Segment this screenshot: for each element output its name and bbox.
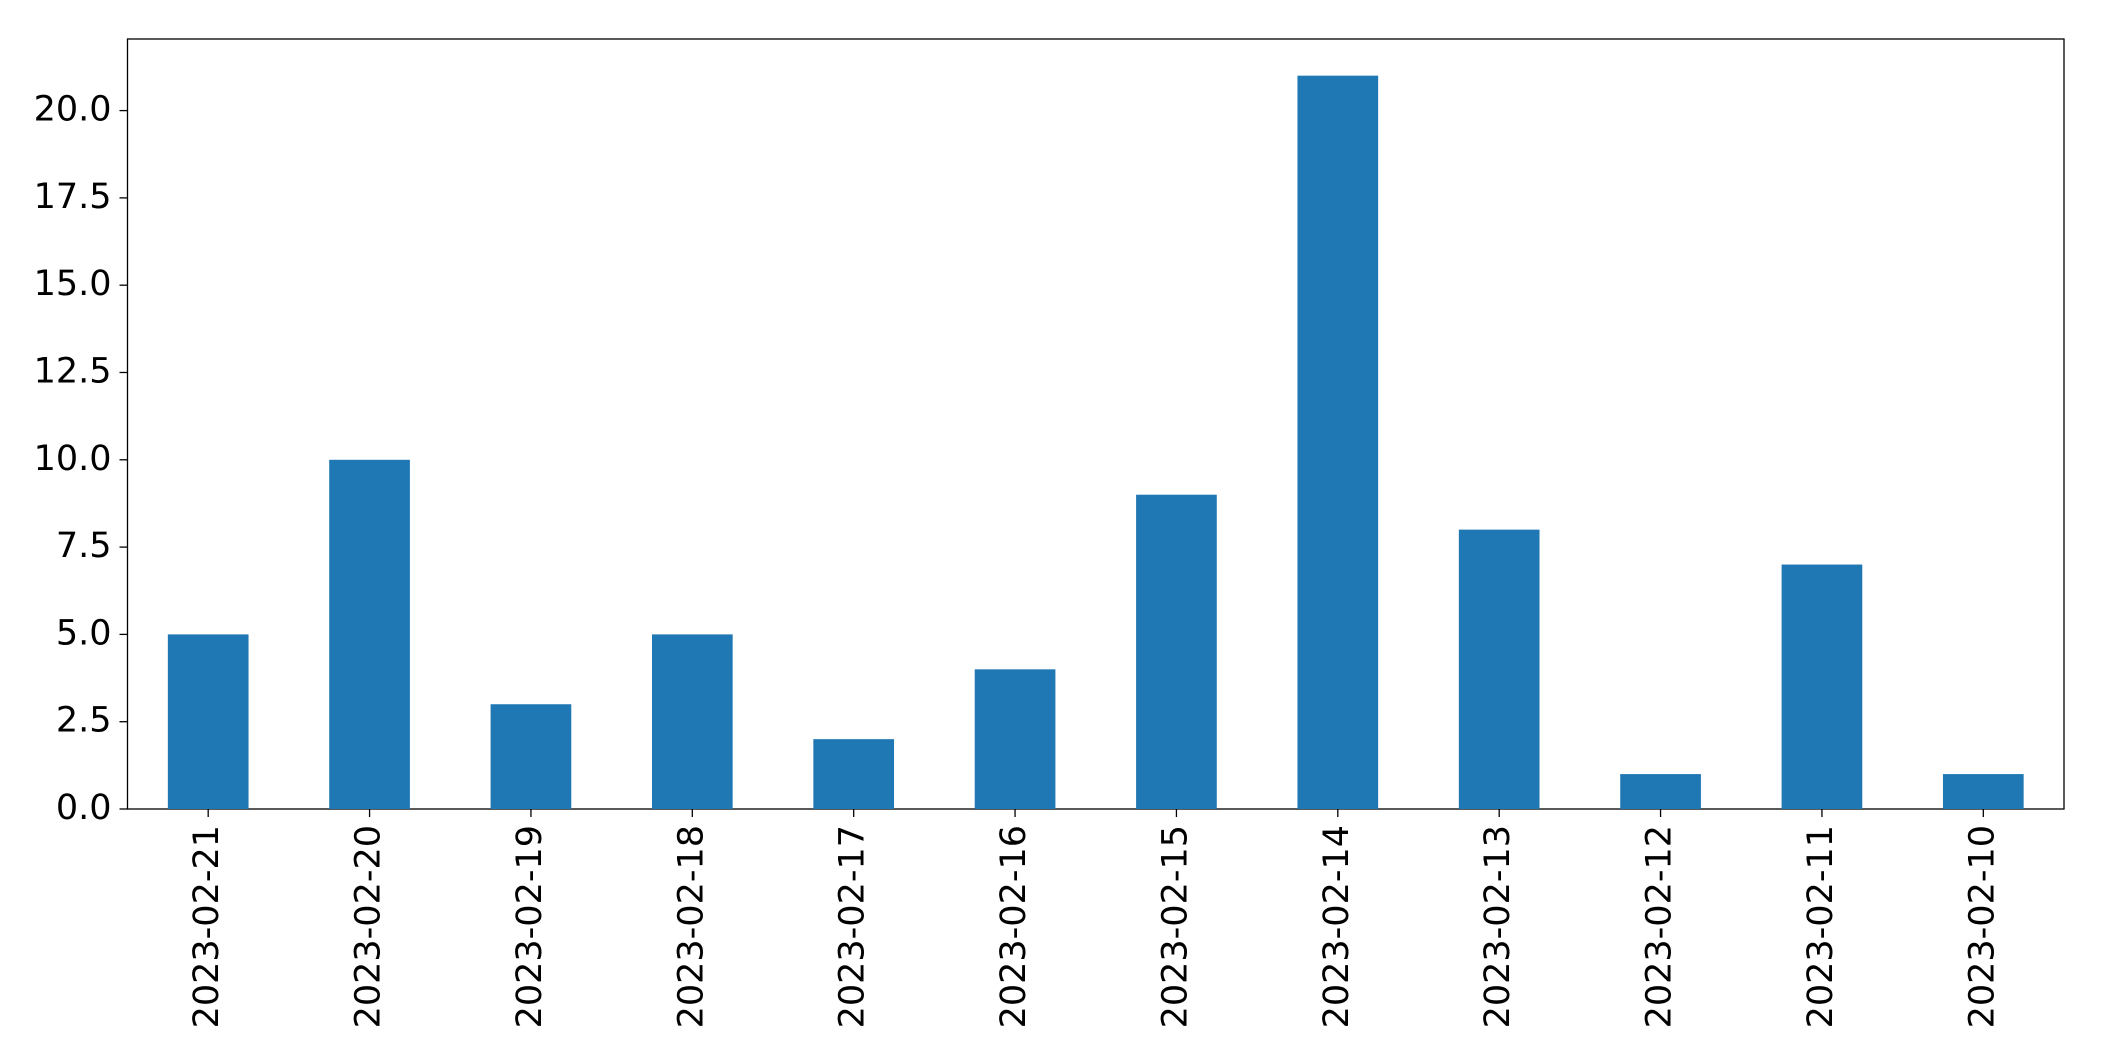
bar [1781, 564, 1863, 809]
bar [490, 704, 572, 809]
x-tick-label: 2023-02-18 [671, 825, 711, 1028]
y-tick-label: 10.0 [34, 439, 112, 479]
y-tick-label: 17.5 [34, 177, 112, 217]
bar [1942, 774, 2024, 809]
x-tick-label: 2023-02-20 [349, 825, 389, 1028]
x-tick-label: 2023-02-12 [1640, 825, 1680, 1028]
x-tick-label: 2023-02-21 [187, 825, 227, 1028]
y-tick-label: 20.0 [34, 90, 112, 130]
bar [329, 459, 410, 809]
x-tick-label: 2023-02-17 [833, 825, 873, 1028]
x-tick-label: 2023-02-14 [1317, 825, 1357, 1028]
x-tick-label: 2023-02-13 [1478, 825, 1518, 1028]
x-tick-label: 2023-02-15 [1155, 825, 1195, 1028]
y-tick-label: 7.5 [56, 526, 112, 566]
y-tick-label: 15.0 [34, 264, 112, 304]
bar [1136, 494, 1217, 809]
plot-frame [126, 38, 2065, 810]
bar [1297, 75, 1379, 809]
y-tick-label: 2.5 [56, 701, 112, 741]
x-tick-label: 2023-02-10 [1962, 825, 2002, 1028]
bar [974, 669, 1056, 809]
x-tick-label: 2023-02-11 [1801, 825, 1841, 1028]
x-tick-label: 2023-02-19 [510, 825, 550, 1028]
bar [1458, 529, 1540, 809]
y-tick-label: 5.0 [56, 613, 112, 653]
bar [1620, 774, 1701, 809]
bar [651, 634, 733, 809]
x-tick-label: 2023-02-16 [994, 825, 1034, 1028]
bar [167, 634, 249, 809]
y-tick-label: 0.0 [56, 788, 112, 828]
bar [813, 739, 895, 809]
y-tick-label: 12.5 [34, 351, 112, 391]
